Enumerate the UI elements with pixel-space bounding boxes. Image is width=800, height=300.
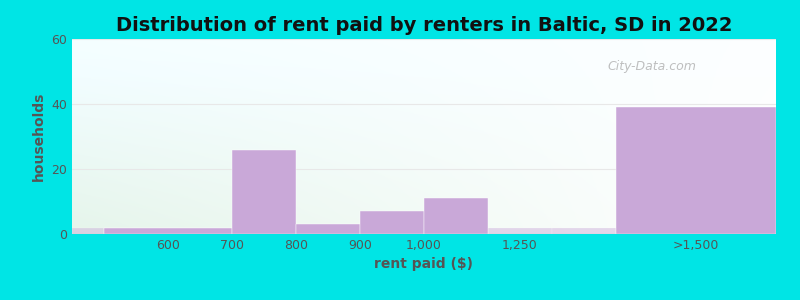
Bar <box>552 228 616 234</box>
Bar <box>232 149 296 234</box>
Bar <box>296 228 360 234</box>
Bar <box>296 224 360 234</box>
Bar <box>360 228 424 234</box>
Bar <box>104 227 232 234</box>
Bar <box>616 228 776 234</box>
Bar <box>424 228 488 234</box>
X-axis label: rent paid ($): rent paid ($) <box>374 257 474 272</box>
Bar <box>104 228 232 234</box>
Bar <box>232 228 296 234</box>
Text: City-Data.com: City-Data.com <box>607 60 696 73</box>
Y-axis label: households: households <box>32 92 46 181</box>
Bar <box>488 228 552 234</box>
Bar <box>360 211 424 234</box>
Bar <box>616 107 776 234</box>
Bar <box>424 198 488 234</box>
Title: Distribution of rent paid by renters in Baltic, SD in 2022: Distribution of rent paid by renters in … <box>116 16 732 35</box>
Bar <box>72 228 104 234</box>
